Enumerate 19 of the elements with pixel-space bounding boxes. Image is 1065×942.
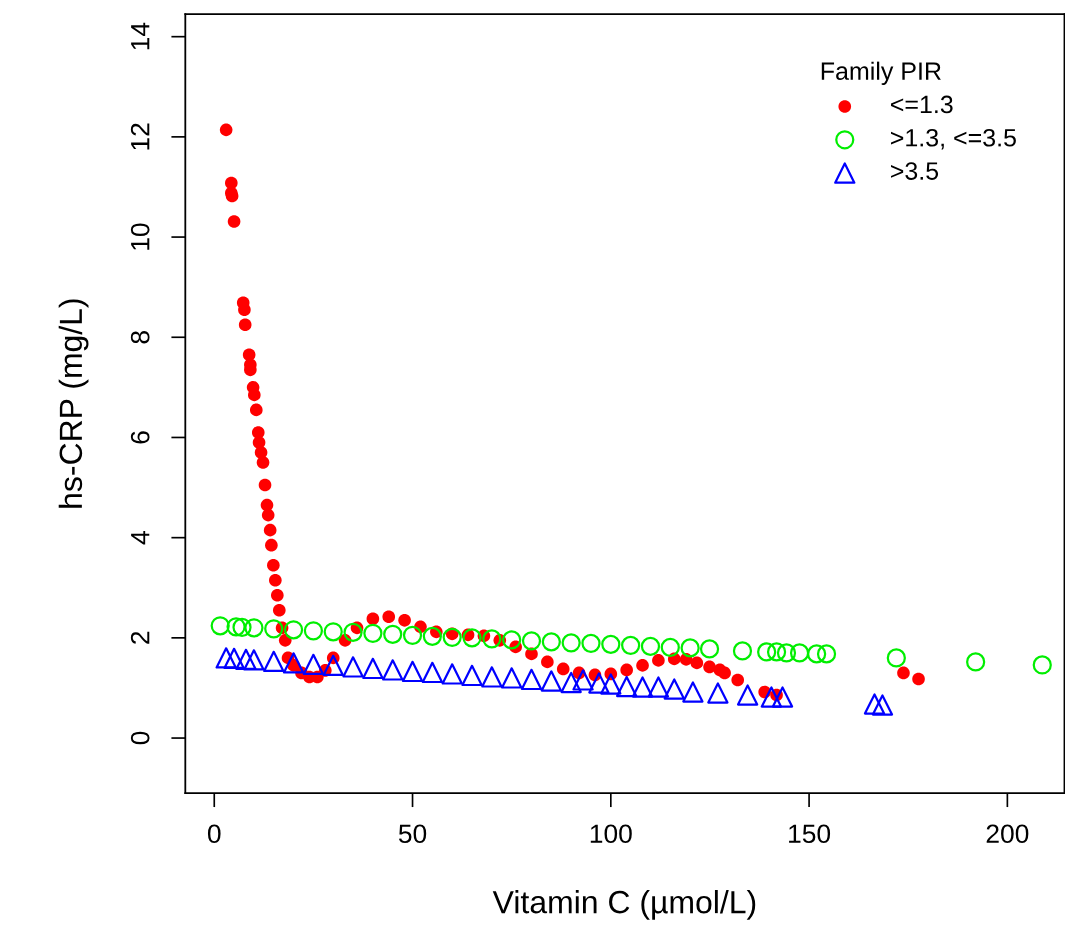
x-tick-label: 200: [986, 824, 1029, 844]
legend-title: Family PIR: [821, 61, 941, 85]
legend-label: <=1.3: [891, 95, 953, 114]
x-tick-label: 100: [590, 824, 632, 844]
x-tick-label: 150: [789, 824, 831, 844]
y-tick-label: 12: [130, 123, 150, 150]
x-tick-label: 50: [398, 824, 427, 844]
x-axis-title: Vitamin C (µmol/L): [492, 889, 756, 920]
x-tick-label: 0: [207, 824, 221, 844]
legend-label: >1.3, <=3.5: [891, 128, 1016, 150]
y-tick-label: 6: [130, 431, 150, 444]
y-tick-label: 2: [130, 631, 150, 644]
y-tick-label: 4: [131, 531, 150, 545]
legend-label: >3.5: [891, 162, 939, 180]
y-tick-label: 10: [130, 223, 150, 250]
y-tick-label: 0: [130, 731, 150, 745]
y-tick-label: 8: [130, 331, 150, 344]
y-tick-label: 14: [131, 22, 150, 50]
y-axis-title: hs-CRP (mg/L): [58, 299, 89, 508]
